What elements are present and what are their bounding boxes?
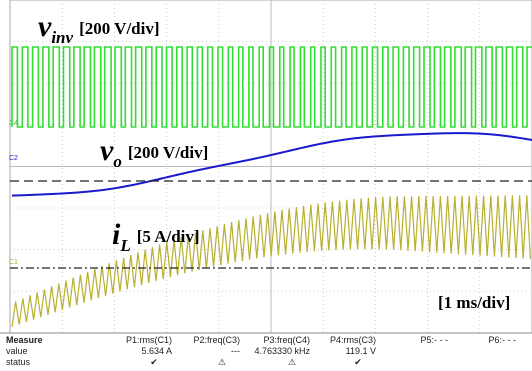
measure-value: 4.763330 kHz <box>254 346 310 356</box>
subscript: inv <box>51 28 73 47</box>
measure-columns: P1:rms(C1)5.634 A✔P2:freq(C3)---⚠P3:freq… <box>126 335 516 367</box>
measure-value: 5.634 A <box>141 346 172 356</box>
measure-status: ✔ <box>354 357 362 367</box>
row-label: value <box>6 346 28 356</box>
symbol: v <box>38 10 52 43</box>
subscript: L <box>119 236 130 255</box>
measure-value: --- <box>231 346 240 356</box>
channel-marker: C1 <box>9 259 18 266</box>
measure-status: ⚠ <box>288 357 296 367</box>
row-label: status <box>6 357 31 367</box>
timebase-label: [1 ms/div] <box>438 293 510 312</box>
measure-status: ✔ <box>150 357 158 367</box>
measure-name: P5:- - - <box>420 335 448 345</box>
measure-name: P2:freq(C3) <box>193 335 240 345</box>
channel-marker: C4 <box>9 120 18 127</box>
measure-name: P6:- - - <box>488 335 516 345</box>
measure-name: P4:rms(C3) <box>330 335 376 345</box>
measure-header: Measure <box>6 335 43 345</box>
measure-name: P1:rms(C1) <box>126 335 172 345</box>
symbol: v <box>100 134 114 167</box>
oscilloscope-screenshot: vinv[200 V/div] vo[200 V/div] iL[5 A/div… <box>0 0 532 371</box>
scale: [200 V/div] <box>128 143 208 162</box>
measure-status: ⚠ <box>218 357 226 367</box>
measure-value: 119.1 V <box>346 346 376 356</box>
scale: [200 V/div] <box>79 19 159 38</box>
scale: [5 A/div] <box>137 227 200 246</box>
subscript: o <box>113 152 122 171</box>
measure-name: P3:freq(C4) <box>263 335 310 345</box>
channel-marker: C2 <box>9 155 18 162</box>
